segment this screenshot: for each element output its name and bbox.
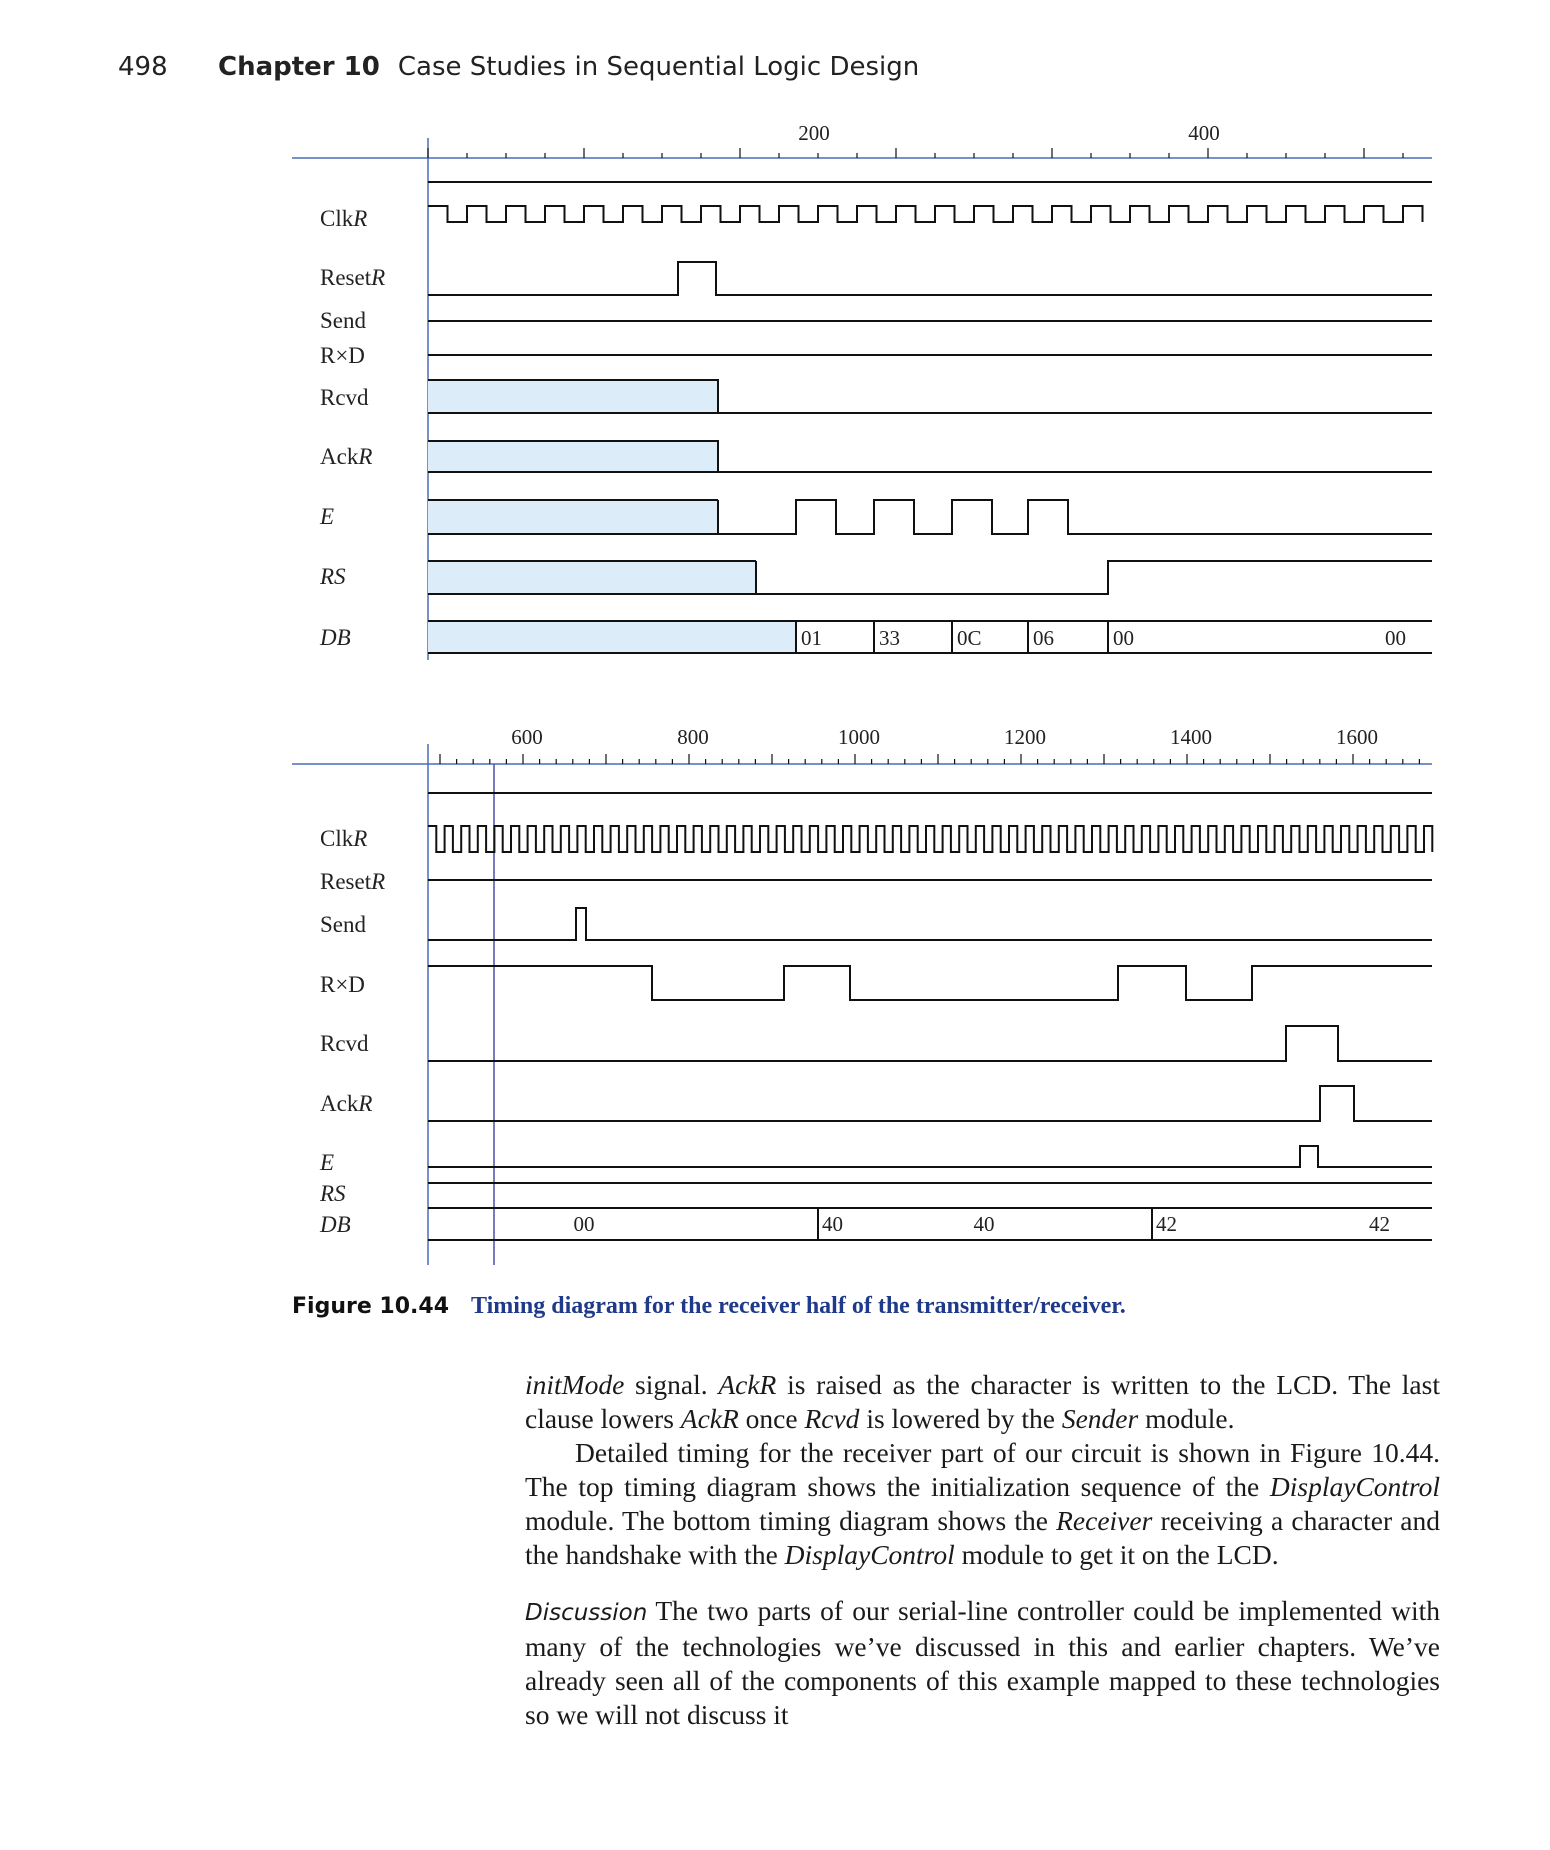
tick-label: 1400 [1170, 725, 1212, 749]
signal-label-rs: RS [319, 1181, 346, 1206]
paragraph-discussion: Discussion The two parts of our serial-li… [525, 1595, 1440, 1730]
ackr-unknown-region [428, 441, 718, 472]
figure-caption-text: Timing diagram for the receiver half of … [471, 1293, 1126, 1319]
rs-waveform [428, 560, 1432, 595]
bottom-timing-diagram: 600 800 1000 1200 1400 1600 ClkR ResetR Send R×D R… [292, 725, 1434, 1265]
time-ticks [427, 148, 1404, 158]
top-timing-diagram: 200 400 ClkR ResetR Send R×D Rcvd AckR E RS DB 01 33… [292, 121, 1432, 660]
rs-unknown-region [428, 561, 756, 594]
chapter-number: Chapter 10 [218, 52, 380, 82]
clkr-waveform [428, 205, 1424, 223]
e-waveform [428, 1145, 1432, 1168]
timing-diagram-figure: 200 400 ClkR ResetR Send R×D Rcvd AckR E RS DB 01 33… [292, 121, 1434, 1265]
signal-label-e: E [319, 504, 334, 529]
time-ticks [439, 754, 1421, 764]
signal-label-rd: R×D [320, 972, 365, 997]
tick-label: 400 [1188, 121, 1220, 145]
signal-label-rd: R×D [320, 343, 365, 368]
body-text: initMode signal. AckR is raised as the c… [525, 1368, 1440, 1732]
tick-label: 800 [677, 725, 709, 749]
signal-label-ack: AckR [320, 444, 372, 469]
e-waveform [428, 499, 1432, 535]
figure-caption: Figure 10.44 Timing diagram for the recei… [292, 1293, 1126, 1320]
tick-label: 1600 [1336, 725, 1378, 749]
signal-label-ack: AckR [320, 1091, 372, 1116]
send-waveform [428, 907, 1432, 941]
tick-label: 1200 [1004, 725, 1046, 749]
db-value: 00 [1113, 626, 1134, 650]
db-value: 42 [1369, 1212, 1390, 1236]
signal-label-db: DB [319, 625, 351, 650]
paragraph-2: Detailed timing for the receiver part of… [525, 1437, 1440, 1570]
db-value: 00 [1385, 626, 1406, 650]
db-value: 06 [1033, 626, 1054, 650]
db-value: 00 [574, 1212, 595, 1236]
db-value: 33 [879, 626, 900, 650]
tick-label: 200 [798, 121, 830, 145]
signal-label-rcvd: Rcvd [320, 385, 369, 410]
db-value: 0C [957, 626, 982, 650]
page-number: 498 [118, 52, 168, 82]
db-value: 01 [801, 626, 822, 650]
signal-label-e: E [319, 1150, 334, 1175]
tick-label: 600 [511, 725, 543, 749]
signal-label-send: Send [320, 308, 367, 333]
chapter-title: Case Studies in Sequential Logic Design [397, 52, 920, 82]
db-value: 40 [822, 1212, 843, 1236]
signal-label-db: DB [319, 1212, 351, 1237]
page-header: 498 Chapter 10 Case Studies in Sequential … [118, 52, 919, 82]
signal-label-send: Send [320, 912, 367, 937]
paragraph-1: initMode signal. AckR is raised as the c… [525, 1369, 1440, 1434]
db-value: 42 [1156, 1212, 1177, 1236]
db-value: 40 [974, 1212, 995, 1236]
rcvd-unknown-region [428, 380, 718, 413]
ackr-waveform [428, 1085, 1432, 1122]
ackr-unknown-edge [428, 440, 719, 472]
rxd-waveform [428, 965, 1432, 1001]
signal-label-reset: ResetR [320, 869, 385, 894]
db-unknown-region [428, 621, 796, 653]
discussion-heading: Discussion [525, 1600, 648, 1626]
resetr-waveform [428, 261, 1432, 296]
signal-label-clk: ClkR [320, 826, 367, 851]
e-unknown-region [428, 500, 718, 534]
signal-label-rs: RS [319, 564, 346, 589]
rcvd-unknown-edge [428, 379, 719, 413]
rcvd-waveform [428, 1025, 1432, 1062]
figure-number: Figure 10.44 [292, 1294, 449, 1319]
signal-label-reset: ResetR [320, 265, 385, 290]
signal-label-rcvd: Rcvd [320, 1031, 369, 1056]
signal-label-clk: ClkR [320, 206, 367, 231]
tick-label: 1000 [838, 725, 880, 749]
clkr-waveform [428, 825, 1434, 853]
